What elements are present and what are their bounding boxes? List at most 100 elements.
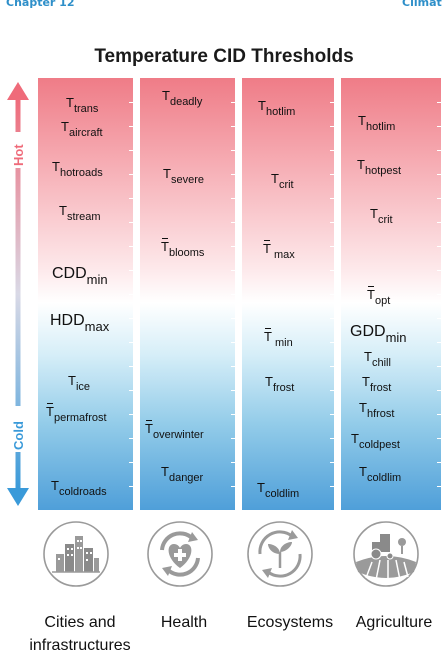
city-buildings-icon — [43, 521, 109, 587]
label-sub: hotpest — [364, 165, 402, 177]
tick-mark — [437, 294, 441, 295]
label-sub: chill — [371, 357, 391, 369]
tick-mark — [129, 126, 133, 127]
threshold-label: Tcoldlim — [359, 465, 401, 484]
tick-mark — [231, 126, 235, 127]
tick-mark — [437, 222, 441, 223]
caption-ecosystems: Ecosystems — [246, 614, 334, 631]
threshold-label: Tblooms — [161, 238, 205, 259]
tick-mark — [330, 126, 334, 127]
tick-mark — [129, 390, 133, 391]
label-sub: hotlim — [365, 121, 396, 133]
label-base: T — [161, 238, 169, 254]
label-sub: hotroads — [59, 167, 103, 179]
ecosystem-sprout-icon — [247, 521, 313, 587]
label-base: T — [145, 420, 153, 436]
tick-mark — [330, 198, 334, 199]
tick-mark — [231, 198, 235, 199]
tick-mark — [231, 222, 235, 223]
label-base: T — [263, 240, 271, 256]
cold-arrow-head — [7, 488, 29, 506]
tick-mark — [437, 390, 441, 391]
threshold-label: Tsevere — [163, 167, 204, 186]
label-base: T — [367, 286, 375, 302]
label-base: T — [68, 373, 76, 388]
tick-mark — [231, 462, 235, 463]
label-base: T — [370, 206, 378, 221]
label-base: CDD — [52, 265, 87, 282]
hot-label-bg — [8, 132, 28, 168]
tick-mark — [330, 102, 334, 103]
tick-mark — [231, 270, 235, 271]
label-sub: severe — [170, 174, 204, 186]
tick-mark — [330, 342, 334, 343]
label-sub: blooms — [168, 247, 205, 259]
label-sub: coldpest — [358, 439, 400, 451]
label-sub: coldroads — [58, 486, 107, 498]
threshold-label: Tcrit — [271, 172, 294, 191]
threshold-label: Tcoldpest — [351, 432, 400, 451]
label-sub: coldlim — [366, 472, 402, 484]
label-base: T — [264, 328, 272, 344]
threshold-label: Tdeadly — [162, 89, 202, 108]
tick-mark — [437, 318, 441, 319]
label-sub: trans — [73, 103, 99, 115]
threshold-label: Tcoldlim — [257, 481, 299, 500]
label-base: GDD — [350, 323, 386, 340]
tick-mark — [330, 318, 334, 319]
label-base: T — [61, 119, 69, 134]
threshold-label: HDDmax — [50, 312, 109, 334]
temperature-axis: Hot Cold — [7, 82, 29, 506]
tick-mark — [129, 270, 133, 271]
tick-mark — [231, 174, 235, 175]
threshold-label: Thotlim — [258, 99, 295, 118]
tick-mark — [437, 438, 441, 439]
label-sub: ice — [75, 381, 91, 393]
label-base: T — [257, 480, 265, 495]
tick-mark — [129, 294, 133, 295]
chapter-header: Chapter 12 — [6, 0, 75, 9]
tick-mark — [437, 366, 441, 367]
caption-health: Health — [160, 614, 208, 631]
tick-mark — [231, 486, 235, 487]
label-base: T — [163, 166, 171, 181]
tick-mark — [129, 318, 133, 319]
label-sub: min — [86, 272, 108, 287]
column-health — [140, 78, 235, 510]
tick-mark — [330, 222, 334, 223]
tick-mark — [437, 414, 441, 415]
column-cities — [38, 78, 133, 510]
tick-mark — [129, 222, 133, 223]
threshold-label: Thotpest — [357, 158, 401, 177]
label-sub: coldlim — [264, 488, 300, 500]
threshold-label: Tfrost — [362, 375, 391, 394]
tick-mark — [330, 174, 334, 175]
label-base: T — [46, 403, 54, 419]
tick-mark — [330, 414, 334, 415]
label-base: T — [52, 159, 60, 174]
label-sub: crit — [278, 179, 294, 191]
tick-mark — [437, 102, 441, 103]
threshold-label: Thfrost — [359, 401, 394, 420]
tick-mark — [330, 486, 334, 487]
label-base: T — [362, 374, 370, 389]
label-sub: hfrost — [366, 408, 395, 420]
label-base: T — [66, 95, 74, 110]
tick-mark — [231, 150, 235, 151]
threshold-label: Tdanger — [161, 465, 203, 484]
label-sub: danger — [168, 472, 204, 484]
tick-mark — [330, 390, 334, 391]
label-sub: aircraft — [68, 127, 103, 139]
threshold-label: Topt — [367, 286, 390, 307]
tick-mark — [437, 462, 441, 463]
threshold-label: Ttrans — [66, 96, 98, 115]
figure-title: Temperature CID Thresholds — [94, 46, 354, 67]
label-base: HDD — [50, 312, 85, 329]
threshold-label: T min — [264, 328, 293, 349]
label-sub: crit — [377, 214, 393, 226]
tick-mark — [437, 486, 441, 487]
tick-mark — [129, 102, 133, 103]
tick-mark — [437, 174, 441, 175]
threshold-label: Tchill — [364, 350, 391, 369]
tick-mark — [437, 342, 441, 343]
